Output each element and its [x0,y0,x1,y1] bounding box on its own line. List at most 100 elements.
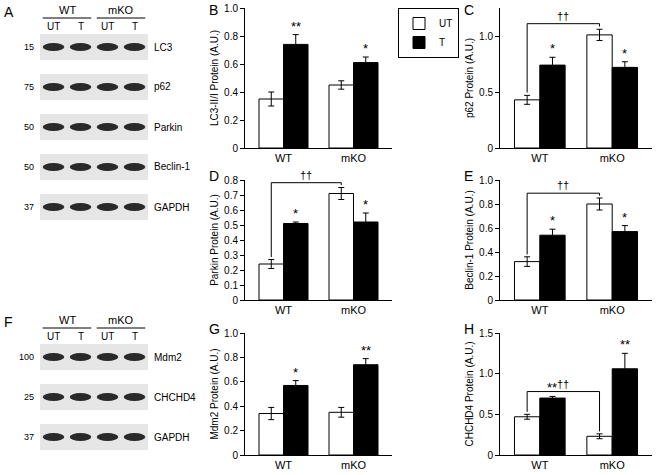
svg-text:0.5: 0.5 [479,409,493,420]
svg-text:††: †† [557,10,569,22]
svg-text:WT: WT [275,152,292,164]
svg-text:0.5: 0.5 [224,220,238,231]
svg-text:0.8: 0.8 [224,352,238,363]
svg-text:Beclin-1: Beclin-1 [154,161,191,172]
svg-text:0.5: 0.5 [479,87,493,98]
svg-text:T: T [78,21,84,32]
svg-text:1.0: 1.0 [479,368,493,379]
svg-text:*: * [622,210,627,225]
svg-text:GAPDH: GAPDH [154,202,190,213]
svg-text:1.0: 1.0 [479,175,493,186]
svg-text:mKO: mKO [108,4,134,16]
svg-text:H: H [464,321,474,337]
svg-text:*: * [293,206,298,221]
svg-text:0.6: 0.6 [479,223,493,234]
svg-text:0.7: 0.7 [224,190,238,201]
svg-text:0.8: 0.8 [479,199,493,210]
svg-text:0.2: 0.2 [479,271,493,282]
svg-text:UT: UT [47,331,60,342]
svg-text:p62 Protein (A.U.): p62 Protein (A.U.) [464,38,475,118]
svg-text:0.8: 0.8 [224,175,238,186]
svg-text:25: 25 [24,392,34,402]
svg-text:0.6: 0.6 [224,205,238,216]
svg-text:CHCHD4: CHCHD4 [154,392,196,403]
svg-text:0.1: 0.1 [224,280,238,291]
svg-text:0.3: 0.3 [224,250,238,261]
svg-text:D: D [209,168,219,184]
svg-text:mKO: mKO [341,304,367,316]
svg-text:*: * [293,365,298,380]
svg-text:Parkin Protein (A.U.): Parkin Protein (A.U.) [209,194,220,286]
svg-text:*: * [363,197,368,212]
svg-text:WT: WT [275,304,292,316]
svg-text:0.8: 0.8 [224,31,238,42]
svg-text:**: ** [547,380,557,395]
svg-text:0.6: 0.6 [224,59,238,70]
svg-text:*: * [363,41,368,56]
svg-text:p62: p62 [154,81,171,92]
svg-text:0.4: 0.4 [224,235,238,246]
svg-text:T: T [439,37,445,48]
svg-text:††: †† [300,169,312,181]
svg-text:75: 75 [24,82,34,92]
svg-text:0.4: 0.4 [224,87,238,98]
svg-text:E: E [464,168,473,184]
svg-text:0.4: 0.4 [479,247,493,258]
svg-text:Mdm2 Protein (A.U.): Mdm2 Protein (A.U.) [209,348,220,439]
svg-text:Mdm2: Mdm2 [154,352,182,363]
svg-text:mKO: mKO [600,152,626,164]
svg-text:0: 0 [487,450,493,461]
svg-text:T: T [132,331,138,342]
svg-text:0.4: 0.4 [224,401,238,412]
svg-text:15: 15 [24,42,34,52]
svg-text:*: * [550,41,555,56]
svg-text:1.0: 1.0 [479,31,493,42]
svg-text:*: * [550,213,555,228]
svg-text:Parkin: Parkin [154,122,182,133]
svg-text:0: 0 [232,450,238,461]
svg-text:WT: WT [59,314,76,326]
svg-text:0.2: 0.2 [224,425,238,436]
svg-text:100: 100 [19,352,34,362]
svg-text:Beclin-1 Protein (A.U.): Beclin-1 Protein (A.U.) [464,190,475,289]
svg-text:T: T [78,331,84,342]
svg-text:LC3: LC3 [154,42,173,53]
svg-text:A: A [4,4,14,20]
svg-text:**: ** [291,19,301,34]
svg-text:LC3-II/I Protein (A.U.): LC3-II/I Protein (A.U.) [209,30,220,126]
svg-text:mKO: mKO [108,314,134,326]
svg-text:††: †† [557,378,569,390]
svg-text:1.5: 1.5 [479,328,493,339]
svg-text:0.6: 0.6 [224,376,238,387]
svg-text:0.2: 0.2 [224,115,238,126]
svg-text:1.0: 1.0 [224,3,238,14]
svg-text:C: C [464,2,474,18]
svg-text:G: G [209,321,220,337]
svg-text:mKO: mKO [341,152,367,164]
svg-text:0: 0 [232,143,238,154]
svg-text:**: ** [361,343,371,358]
svg-text:0: 0 [232,295,238,306]
svg-text:††: †† [557,179,569,191]
svg-text:WT: WT [531,459,548,471]
svg-text:T: T [132,21,138,32]
svg-text:WT: WT [531,152,548,164]
svg-text:CHCHD4 Protein (A.U.): CHCHD4 Protein (A.U.) [464,341,475,446]
svg-text:0.2: 0.2 [224,265,238,276]
svg-text:GAPDH: GAPDH [154,432,190,443]
svg-text:B: B [209,2,218,18]
svg-text:50: 50 [24,162,34,172]
svg-text:mKO: mKO [341,459,367,471]
svg-text:0: 0 [487,295,493,306]
svg-text:1.0: 1.0 [224,328,238,339]
svg-text:UT: UT [47,21,60,32]
svg-text:UT: UT [101,331,114,342]
svg-text:UT: UT [101,21,114,32]
svg-text:UT: UT [439,18,452,29]
svg-text:50: 50 [24,122,34,132]
svg-text:mKO: mKO [600,459,626,471]
svg-text:WT: WT [531,304,548,316]
svg-text:WT: WT [275,459,292,471]
svg-text:37: 37 [24,202,34,212]
svg-text:37: 37 [24,432,34,442]
